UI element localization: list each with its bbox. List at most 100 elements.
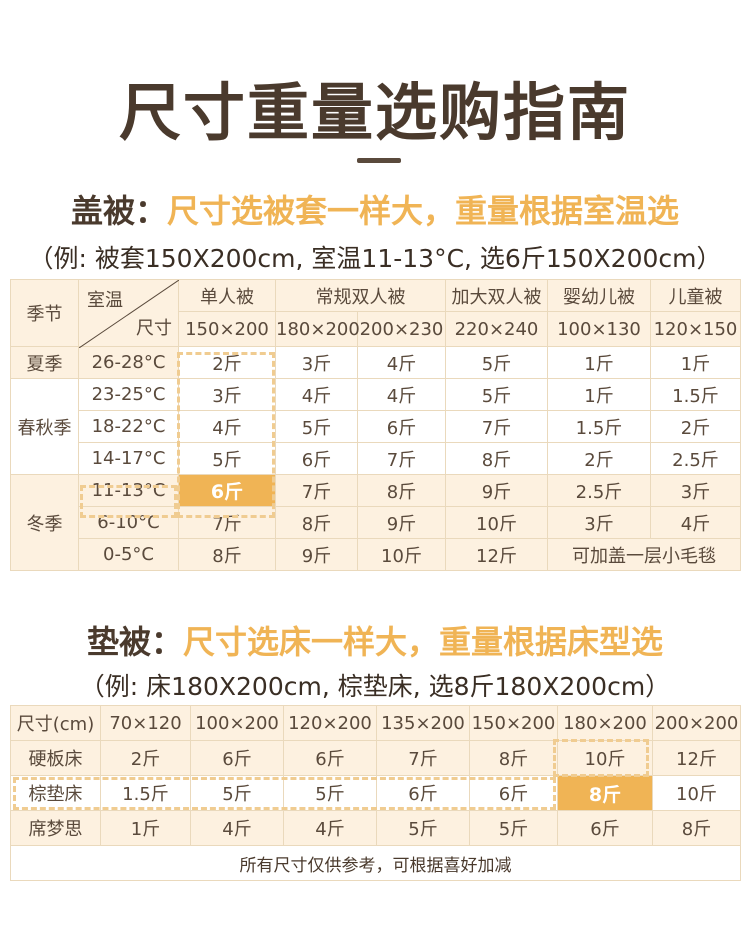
weight-cell: 12斤 [445,538,548,571]
weight-cell: 1.5斤 [547,410,651,443]
weight-cell: 10斤 [445,506,548,539]
weight-cell: 5斤 [275,410,358,443]
weight-cell: 4斤 [357,378,446,411]
group-header: 儿童被 [650,279,741,312]
weight-cell: 9斤 [357,506,446,539]
group-header: 加大双人被 [445,279,548,312]
weight-cell: 4斤 [357,346,446,379]
group-header: 婴幼儿被 [547,279,651,312]
weight-cell: 6斤 [275,442,358,475]
quilt-heading-rule: 尺寸选被套一样大，重量根据室温选 [167,192,680,230]
weight-cell: 3斤 [650,474,741,507]
weight-cell: 4斤 [650,506,741,539]
weight-cell: 5斤 [469,810,558,846]
weight-cell: 6斤 [357,410,446,443]
group-header: 单人被 [178,279,276,312]
weight-cell: 5斤 [190,775,284,811]
weight-cell: 5斤 [445,378,548,411]
weight-cell: 10斤 [357,538,446,571]
size-header: 120×150 [650,311,741,347]
weight-cell: 9斤 [445,474,548,507]
blanket-note-cell: 可加盖一层小毛毯 [547,538,741,571]
footer-note: 所有尺寸仅供参考，可根据喜好加减 [10,845,741,881]
weight-cell: 3斤 [275,346,358,379]
weight-cell: 5斤 [445,346,548,379]
corner-temp-label: 室温 [87,290,123,311]
pad-heading-label: 垫被： [86,623,183,661]
quilt-example: （例: 被套150X200cm, 室温11-13°C, 选6斤150X200cm… [28,244,722,273]
weight-cell: 8斤 [178,538,276,571]
weight-cell: 6斤 [283,740,377,776]
temp-cell: 18-22°C [78,410,179,443]
weight-cell: 8斤 [275,506,358,539]
weight-cell: 4斤 [178,410,276,443]
bed-type-cell: 硬板床 [10,740,101,776]
weight-cell: 5斤 [376,810,470,846]
weight-cell: 1.5斤 [650,378,741,411]
size-header: 100×200 [190,705,284,741]
weight-cell: 1斤 [100,810,191,846]
pad-example: （例: 床180X200cm, 棕垫床, 选8斤180X200cm） [79,672,671,701]
temp-cell: 0-5°C [78,538,179,571]
group-header: 常规双人被 [275,279,446,312]
weight-cell: 1斤 [650,346,741,379]
weight-cell: 7斤 [376,740,470,776]
weight-cell: 2.5斤 [650,442,741,475]
highlighted-weight-cell: 6斤 [178,474,276,507]
weight-cell: 1.5斤 [100,775,191,811]
weight-cell: 1斤 [547,346,651,379]
temp-cell: 14-17°C [78,442,179,475]
bed-type-cell: 席梦思 [10,810,101,846]
weight-cell: 6斤 [469,775,558,811]
temp-cell: 11-13°C [78,474,179,507]
pad-size-table: 尺寸(cm) 70×120 100×200 120×200 135×200 15… [10,705,741,881]
weight-cell: 4斤 [275,378,358,411]
season-cell: 冬季 [10,474,79,571]
diagonal-header-cell: 室温 尺寸 [78,279,179,348]
size-header: 150×200 [469,705,558,741]
weight-cell: 2斤 [100,740,191,776]
bed-type-cell: 棕垫床 [10,775,101,811]
temp-cell: 6-10°C [78,506,179,539]
weight-cell: 8斤 [445,442,548,475]
weight-cell: 12斤 [652,740,741,776]
weight-cell: 6斤 [376,775,470,811]
weight-cell: 3斤 [547,506,651,539]
temp-cell: 23-25°C [78,378,179,411]
size-header: 尺寸(cm) [10,705,101,741]
weight-cell: 4斤 [283,810,377,846]
weight-cell: 8斤 [357,474,446,507]
title-divider [357,158,401,163]
weight-cell: 2斤 [547,442,651,475]
weight-cell: 4斤 [190,810,284,846]
pad-heading-rule: 尺寸选床一样大，重量根据床型选 [183,623,664,661]
size-header: 180×200 [275,311,360,347]
season-cell: 夏季 [10,346,79,379]
size-header: 220×240 [445,311,548,347]
weight-cell: 2斤 [650,410,741,443]
weight-cell: 6斤 [557,810,653,846]
weight-cell: 7斤 [275,474,358,507]
diagonal-line [79,280,179,348]
page-title: 尺寸重量选购指南 [118,76,631,149]
weight-cell: 1斤 [547,378,651,411]
weight-cell: 3斤 [178,378,276,411]
pad-heading: 垫被：尺寸选床一样大，重量根据床型选 [0,617,750,663]
size-header: 70×120 [100,705,191,741]
weight-cell: 8斤 [652,810,741,846]
corner-size-label: 尺寸 [136,318,172,339]
size-header: 200×230 [357,311,446,347]
weight-cell: 8斤 [469,740,558,776]
weight-cell: 5斤 [283,775,377,811]
weight-cell: 7斤 [357,442,446,475]
weight-cell: 6斤 [190,740,284,776]
quilt-size-table: 季节 室温 尺寸 单人被 常规双人被 加大双人被 婴幼儿被 儿童被 150×20… [10,279,741,571]
season-header: 季节 [10,279,79,347]
size-header: 100×130 [547,311,651,347]
size-header: 150×200 [178,311,276,347]
size-header: 120×200 [283,705,377,741]
weight-cell: 2斤 [178,346,276,379]
weight-cell: 7斤 [178,506,276,539]
size-header: 135×200 [376,705,470,741]
weight-cell: 10斤 [557,740,653,776]
